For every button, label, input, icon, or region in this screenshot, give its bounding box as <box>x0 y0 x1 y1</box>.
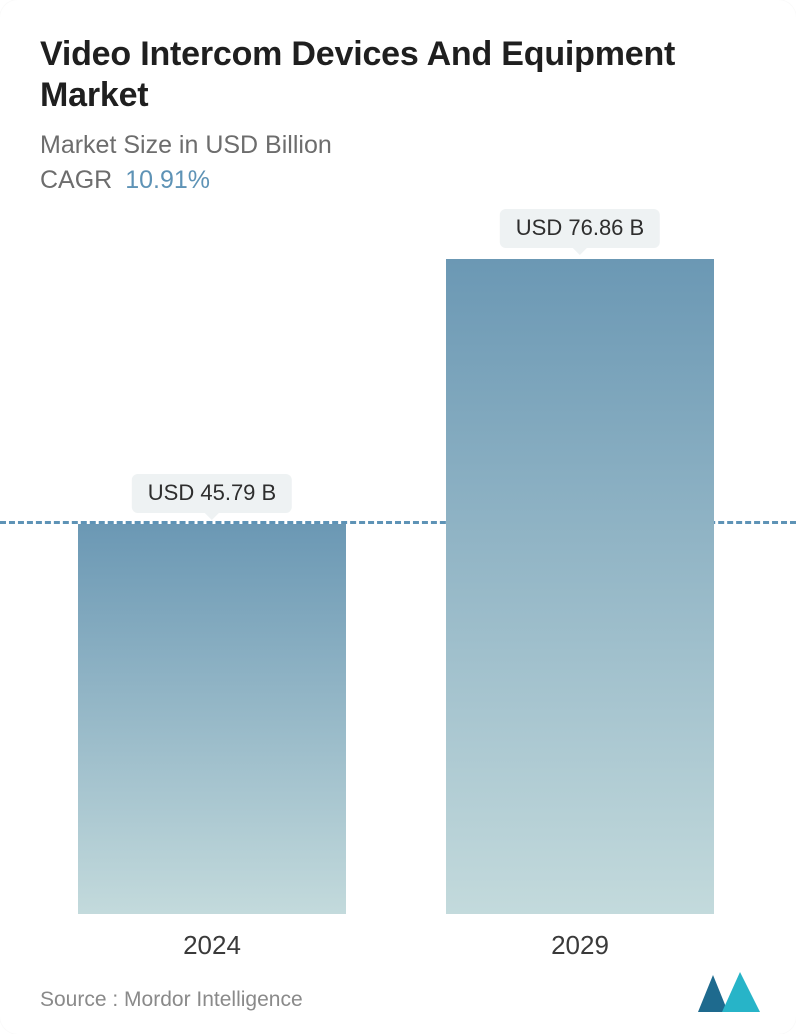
bar: USD 45.79 B2024 <box>78 524 346 914</box>
bar: USD 76.86 B2029 <box>446 259 714 914</box>
cagr-value: 10.91% <box>125 166 210 194</box>
cagr-label: CAGR <box>40 166 112 194</box>
value-pill: USD 76.86 B <box>500 209 660 248</box>
cagr-row: CAGR 10.91% <box>40 166 760 195</box>
bar-fill <box>446 259 714 914</box>
brand-logo-icon <box>698 972 760 1012</box>
brand-logo-svg <box>698 972 760 1012</box>
chart-subtitle: Market Size in USD Billion <box>40 131 760 160</box>
x-axis-label: 2024 <box>183 930 241 961</box>
x-axis-label: 2029 <box>551 930 609 961</box>
chart-footer: Source : Mordor Intelligence <box>40 972 760 1012</box>
chart-area: USD 45.79 B2024 USD 76.86 B2029 <box>40 232 760 914</box>
value-pill: USD 45.79 B <box>132 474 292 513</box>
bar-fill <box>78 524 346 914</box>
chart-card: Video Intercom Devices And Equipment Mar… <box>0 0 796 1034</box>
source-text: Source : Mordor Intelligence <box>40 988 303 1012</box>
chart-title: Video Intercom Devices And Equipment Mar… <box>40 34 760 117</box>
